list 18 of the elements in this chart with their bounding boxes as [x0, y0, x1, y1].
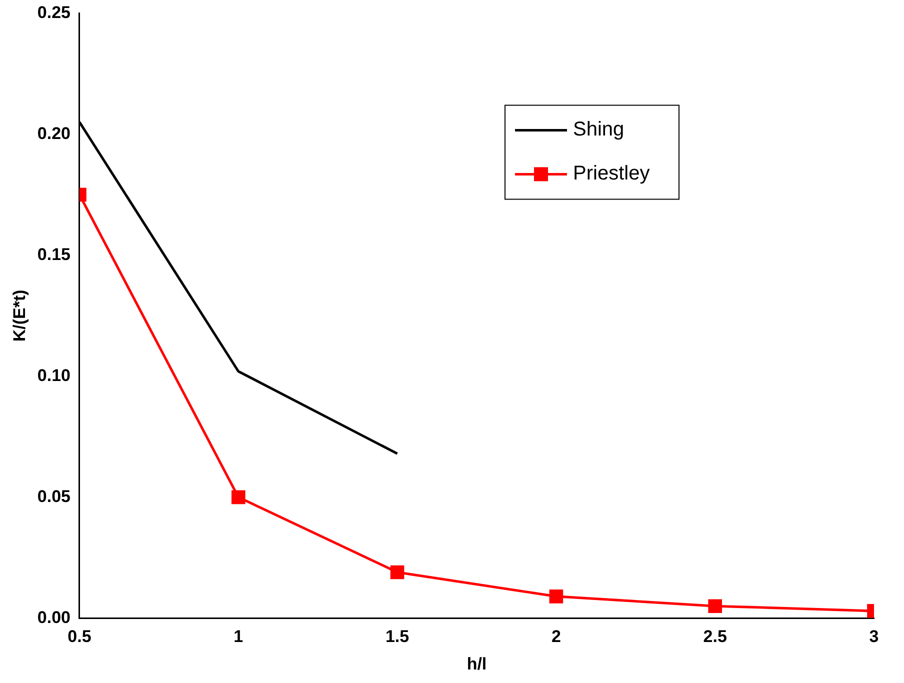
x-tick-label: 3 [869, 627, 879, 646]
y-tick-label: 0.15 [37, 244, 70, 264]
y-tick-label: 0.05 [37, 486, 70, 506]
y-axis-title: K/(E*t) [10, 290, 29, 342]
y-tick-label: 0.10 [37, 366, 70, 385]
y-tick-label: 0.20 [37, 124, 70, 143]
legend-label: Priestley [573, 162, 650, 185]
x-tick-label: 2.5 [703, 627, 727, 646]
x-tick-label: 0.5 [68, 627, 92, 646]
x-axis-title: h/l [466, 654, 487, 674]
x-tick-label: 1.5 [385, 627, 410, 646]
x-tick-label: 1 [234, 627, 244, 646]
x-tick-label: 2 [551, 627, 561, 646]
legend-label: Shing [573, 118, 624, 141]
point [390, 565, 404, 580]
y-tick-label: 0.25 [37, 2, 70, 22]
y-tick-label: 0.00 [37, 608, 70, 627]
point [549, 590, 564, 604]
